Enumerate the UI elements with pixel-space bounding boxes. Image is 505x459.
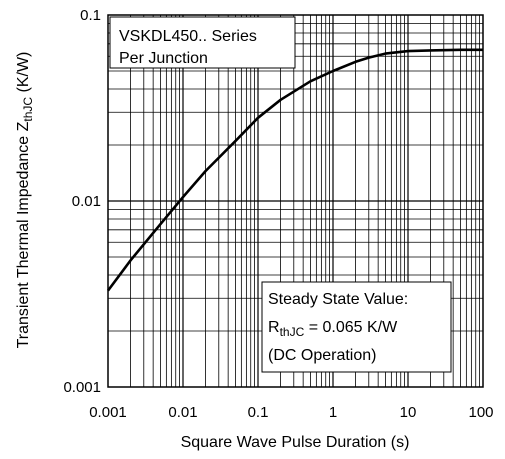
plot-frame bbox=[107, 14, 484, 388]
annotation-steady-state-line1: Steady State Value: bbox=[268, 291, 408, 308]
x-axis-label: Square Wave Pulse Duration (s) bbox=[181, 434, 410, 451]
annotation-steady-state-box bbox=[261, 281, 452, 373]
x-tick-label: 1 bbox=[329, 404, 337, 421]
series-line-zthjc bbox=[106, 48, 483, 292]
x-tick-label: 0.01 bbox=[168, 404, 197, 421]
annotation-steady-state-line2: RthJC = 0.065 K/W bbox=[268, 319, 398, 339]
annotation-steady-state-line3: (DC Operation) bbox=[268, 347, 376, 364]
y-tick-label: 0.001 bbox=[63, 379, 101, 396]
annotation-series-line1: VSKDL450.. Series bbox=[119, 28, 257, 45]
series-layer bbox=[106, 48, 483, 292]
x-tick-label: 0.1 bbox=[248, 404, 269, 421]
annotation-steady-state: Steady State Value: RthJC = 0.065 K/W (D… bbox=[261, 281, 452, 373]
annotation-series: VSKDL450.. Series Per Junction bbox=[109, 16, 296, 69]
tick-labels: 0.001 0.01 0.1 1 10 100 0.001 0.01 0.1 bbox=[63, 7, 493, 421]
x-tick-label: 100 bbox=[468, 404, 493, 421]
y-axis-label: Transient Thermal Impedance ZthJC (K/W) bbox=[15, 52, 35, 349]
annotation-series-line2: Per Junction bbox=[119, 50, 208, 67]
x-tick-label: 10 bbox=[400, 404, 417, 421]
annotation-series-box bbox=[109, 16, 296, 69]
y-tick-label: 0.01 bbox=[72, 193, 101, 210]
y-tick-label: 0.1 bbox=[80, 7, 101, 24]
x-tick-label: 0.001 bbox=[89, 404, 127, 421]
